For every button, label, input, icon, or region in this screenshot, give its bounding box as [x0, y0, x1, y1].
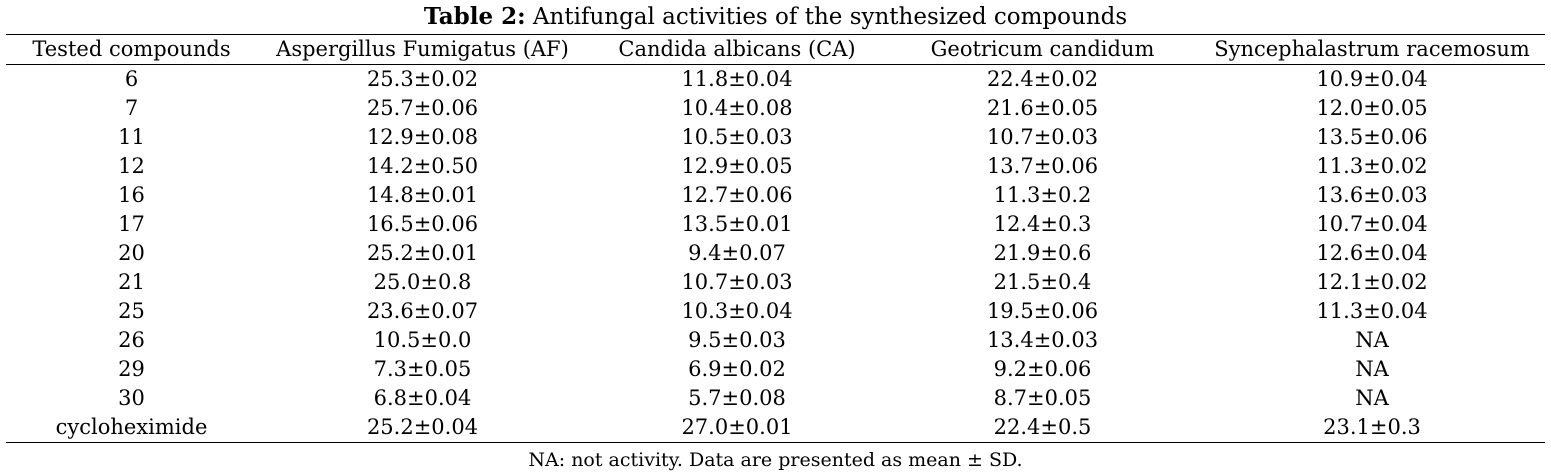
- compound-cell: 7: [124, 96, 139, 120]
- column-header-syncephalastrum-racemosum: Syncephalastrum racemosum: [1214, 37, 1530, 61]
- gc-value-cell: 22.4±0.5: [993, 415, 1092, 439]
- ca-value-cell: 27.0±0.01: [681, 415, 793, 439]
- sr-value-cell: 23.1±0.3: [1323, 415, 1421, 439]
- compound-cell: 26: [118, 328, 145, 352]
- sr-value-cell: NA: [1355, 328, 1389, 352]
- ca-value-cell: 12.9±0.05: [681, 154, 793, 178]
- table-row: 16 14.8±0.01 12.7±0.06 11.3±0.2 13.6±0.03: [6, 181, 1545, 210]
- table-row: 17 16.5±0.06 13.5±0.01 12.4±0.3 10.7±0.04: [6, 210, 1545, 239]
- sr-value-cell: NA: [1355, 357, 1389, 381]
- af-value-cell: 25.2±0.04: [366, 415, 479, 439]
- compound-cell: cycloheximide: [55, 415, 208, 439]
- ca-value-cell: 10.5±0.03: [681, 125, 793, 149]
- table-row: 20 25.2±0.01 9.4±0.07 21.9±0.6 12.6±0.04: [6, 239, 1545, 268]
- header-row: Tested compounds Aspergillus Fumigatus (…: [6, 34, 1545, 65]
- sr-value-cell: 13.6±0.03: [1316, 183, 1428, 207]
- gc-value-cell: 22.4±0.02: [986, 67, 1099, 91]
- column-header-candida-albicans: Candida albicans (CA): [618, 37, 856, 61]
- af-value-cell: 14.8±0.01: [366, 183, 479, 207]
- gc-value-cell: 12.4±0.3: [993, 212, 1092, 236]
- compound-cell: 12: [118, 154, 145, 178]
- table-caption: Table 2: Antifungal activities of the sy…: [0, 0, 1551, 34]
- table-row: 29 7.3±0.05 6.9±0.02 9.2±0.06 NA: [6, 355, 1545, 384]
- column-header-aspergillus-fumigatus: Aspergillus Fumigatus (AF): [276, 37, 569, 61]
- af-value-cell: 16.5±0.06: [366, 212, 479, 236]
- ca-value-cell: 6.9±0.02: [688, 357, 786, 381]
- table-caption-label: Table 2:: [423, 3, 526, 30]
- compound-cell: 29: [118, 357, 145, 381]
- gc-value-cell: 8.7±0.05: [993, 386, 1092, 410]
- af-value-cell: 12.9±0.08: [366, 125, 479, 149]
- compound-cell: 17: [118, 212, 145, 236]
- column-header-tested-compounds: Tested compounds: [32, 37, 231, 61]
- gc-value-cell: 13.7±0.06: [986, 154, 1099, 178]
- sr-value-cell: 10.7±0.04: [1316, 212, 1428, 236]
- table-row: 7 25.7±0.06 10.4±0.08 21.6±0.05 12.0±0.05: [6, 94, 1545, 123]
- compound-cell: 21: [118, 270, 145, 294]
- table-row: 21 25.0±0.8 10.7±0.03 21.5±0.4 12.1±0.02: [6, 268, 1545, 297]
- table-row: 26 10.5±0.0 9.5±0.03 13.4±0.03 NA: [6, 326, 1545, 355]
- ca-value-cell: 5.7±0.08: [688, 386, 786, 410]
- column-header-geotricum-candidum: Geotricum candidum: [930, 37, 1155, 61]
- af-value-cell: 25.7±0.06: [366, 96, 479, 120]
- compound-cell: 11: [118, 125, 145, 149]
- gc-value-cell: 9.2±0.06: [993, 357, 1092, 381]
- table-row: 12 14.2±0.50 12.9±0.05 13.7±0.06 11.3±0.02: [6, 152, 1545, 181]
- compound-cell: 6: [124, 67, 139, 91]
- table-row: 6 25.3±0.02 11.8±0.04 22.4±0.02 10.9±0.04: [6, 65, 1545, 95]
- table-body: 6 25.3±0.02 11.8±0.04 22.4±0.02 10.9±0.04 7 25…: [6, 65, 1545, 443]
- table-caption-text: Antifungal activities of the synthesized…: [532, 4, 1128, 30]
- ca-value-cell: 9.5±0.03: [688, 328, 786, 352]
- ca-value-cell: 10.3±0.04: [681, 299, 793, 323]
- af-value-cell: 23.6±0.07: [366, 299, 479, 323]
- af-value-cell: 7.3±0.05: [373, 357, 472, 381]
- antifungal-table: Tested compounds Aspergillus Fumigatus (…: [6, 34, 1545, 443]
- sr-value-cell: 12.0±0.05: [1316, 96, 1428, 120]
- table-row: 11 12.9±0.08 10.5±0.03 10.7±0.03 13.5±0.06: [6, 123, 1545, 152]
- ca-value-cell: 12.7±0.06: [681, 183, 793, 207]
- sr-value-cell: NA: [1355, 386, 1389, 410]
- table-header: Tested compounds Aspergillus Fumigatus (…: [6, 34, 1545, 65]
- gc-value-cell: 19.5±0.06: [986, 299, 1099, 323]
- gc-value-cell: 21.9±0.6: [993, 241, 1092, 265]
- sr-value-cell: 11.3±0.02: [1316, 154, 1428, 178]
- compound-cell: 16: [118, 183, 145, 207]
- af-value-cell: 25.0±0.8: [373, 270, 472, 294]
- table-footnote: NA: not activity. Data are presented as …: [528, 449, 1023, 471]
- sr-value-cell: 11.3±0.04: [1316, 299, 1428, 323]
- table-row: cycloheximide 25.2±0.04 27.0±0.01 22.4±0.5 2…: [6, 413, 1545, 443]
- table-row: 30 6.8±0.04 5.7±0.08 8.7±0.05 NA: [6, 384, 1545, 413]
- af-value-cell: 25.2±0.01: [366, 241, 479, 265]
- af-value-cell: 10.5±0.0: [373, 328, 472, 352]
- sr-value-cell: 10.9±0.04: [1316, 67, 1428, 91]
- sr-value-cell: 13.5±0.06: [1316, 125, 1428, 149]
- sr-value-cell: 12.6±0.04: [1316, 241, 1428, 265]
- gc-value-cell: 21.6±0.05: [986, 96, 1099, 120]
- af-value-cell: 25.3±0.02: [366, 67, 479, 91]
- compound-cell: 25: [118, 299, 145, 323]
- af-value-cell: 14.2±0.50: [366, 154, 479, 178]
- sr-value-cell: 12.1±0.02: [1316, 270, 1428, 294]
- ca-value-cell: 13.5±0.01: [681, 212, 793, 236]
- compound-cell: 30: [118, 386, 145, 410]
- compound-cell: 20: [118, 241, 145, 265]
- table-row: 25 23.6±0.07 10.3±0.04 19.5±0.06 11.3±0.04: [6, 297, 1545, 326]
- af-value-cell: 6.8±0.04: [373, 386, 472, 410]
- gc-value-cell: 21.5±0.4: [993, 270, 1092, 294]
- ca-value-cell: 11.8±0.04: [681, 67, 793, 91]
- gc-value-cell: 10.7±0.03: [986, 125, 1099, 149]
- gc-value-cell: 11.3±0.2: [993, 183, 1092, 207]
- ca-value-cell: 10.4±0.08: [681, 96, 793, 120]
- ca-value-cell: 9.4±0.07: [688, 241, 786, 265]
- ca-value-cell: 10.7±0.03: [681, 270, 793, 294]
- gc-value-cell: 13.4±0.03: [986, 328, 1099, 352]
